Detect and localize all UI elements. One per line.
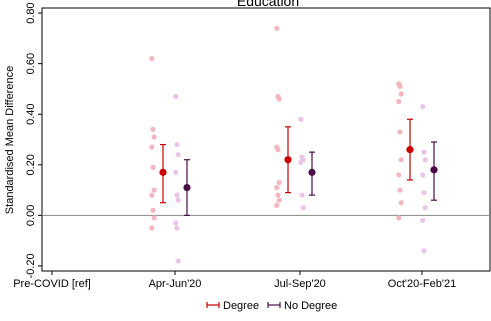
estimates [159,118,438,216]
raw-point [422,157,428,163]
raw-point [149,55,155,62]
raw-point [396,215,402,221]
raw-point [150,207,156,213]
x-tick-label: Pre-COVID [ref] [13,278,91,290]
raw-point [276,197,282,203]
y-tick-label: 0.40 [25,104,37,125]
x-axis: Pre-COVID [ref] Apr-Jun'20 Jul-Sep'20 Oct'2… [13,271,456,290]
raw-point [151,134,157,140]
raw-point [173,169,179,175]
raw-point [396,172,402,178]
raw-point [298,116,304,122]
y-tick-label: 0.80 [25,2,37,23]
raw-point [149,225,155,231]
raw-point [174,192,180,198]
raw-point [422,205,428,211]
raw-point [275,147,281,153]
legend-label: No Degree [284,300,337,312]
raw-point [149,192,155,198]
y-tick-label: 0.60 [25,53,37,74]
raw-point [274,202,280,208]
point-estimate [159,168,167,176]
raw-point [150,126,156,132]
point-estimate [284,156,292,164]
raw-point [298,159,304,165]
raw-point [420,172,426,178]
raw-point [175,197,181,203]
raw-point [174,141,180,148]
raw-point [420,217,426,224]
raw-point [421,190,427,196]
raw-point [174,225,180,231]
raw-point [420,104,426,110]
raw-point [397,129,403,135]
raw-point [396,98,402,105]
raw-point [149,144,155,150]
x-tick-label: Jul-Sep'20 [274,278,326,290]
legend-label: Degree [223,300,259,312]
raw-point [421,248,427,254]
x-tick-label: Apr-Jun'20 [149,278,202,290]
raw-point [299,192,305,198]
point-estimate [406,146,414,154]
raw-point [274,184,280,191]
raw-point [397,187,403,193]
raw-point [175,152,181,158]
raw-point [421,149,427,155]
y-axis: -0.20 0.00 0.20 0.40 0.60 0.80 [25,2,42,278]
raw-point [151,187,157,193]
plot-frame [41,7,491,272]
y-tick-label: -0.20 [25,253,37,278]
y-axis-title: Standardised Mean Difference [4,66,16,214]
raw-point [275,192,281,198]
point-estimate [308,168,316,176]
raw-point [398,91,404,97]
raw-point [173,220,179,226]
raw-point [300,205,306,211]
raw-point [274,25,280,31]
raw-point [397,83,403,89]
legend: Degree No Degree [206,300,337,312]
raw-point [276,179,282,186]
point-cloud [149,25,428,264]
raw-point [398,200,404,206]
raw-point [276,96,282,102]
point-estimate [430,166,438,174]
raw-point [151,215,157,221]
chart-title: Education [237,0,299,9]
raw-point [398,157,404,163]
raw-point [173,93,179,100]
x-tick-label: Oct'20-Feb'21 [388,278,456,290]
y-tick-label: 0.20 [25,154,37,175]
raw-point [175,258,181,264]
y-tick-label: 0.00 [25,205,37,226]
point-estimate [183,183,191,192]
raw-point [150,164,156,170]
